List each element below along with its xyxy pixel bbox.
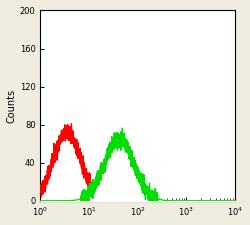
Y-axis label: Counts: Counts: [7, 89, 17, 123]
